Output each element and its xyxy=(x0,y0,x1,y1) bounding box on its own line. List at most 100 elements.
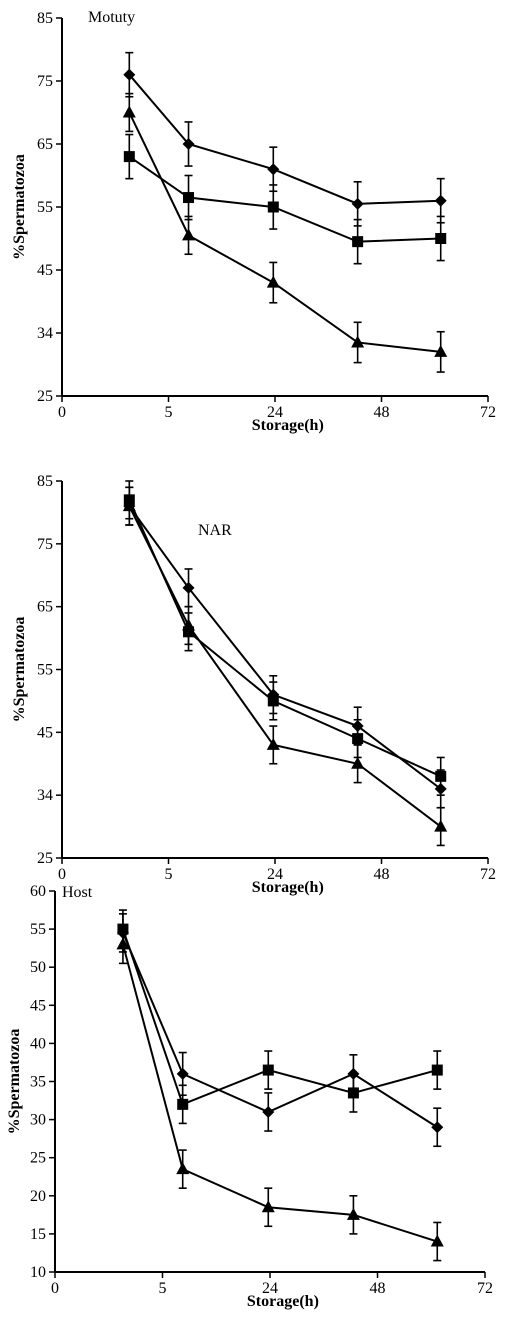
y-tick-label: 75 xyxy=(37,73,53,90)
data-point-triangle xyxy=(434,819,448,832)
y-tick-label: 55 xyxy=(30,921,46,938)
data-point-triangle xyxy=(346,1207,360,1220)
y-tick-label: 34 xyxy=(37,325,53,342)
data-point-diamond xyxy=(351,197,364,210)
data-point-diamond xyxy=(182,581,195,594)
series-line xyxy=(121,944,438,1243)
series-diamond xyxy=(123,51,447,227)
y-tick-label: 25 xyxy=(37,388,53,405)
data-point-diamond xyxy=(431,1121,444,1134)
y-tick-label: 45 xyxy=(37,724,53,741)
data-point-square xyxy=(435,770,447,782)
series-triangle xyxy=(122,92,448,373)
panel-title: NAR xyxy=(198,522,232,539)
y-tick-label: 25 xyxy=(30,1150,46,1167)
data-point-square xyxy=(435,233,447,244)
x-tick-label: 48 xyxy=(374,404,390,421)
series-line xyxy=(128,505,442,790)
x-tick-label: 48 xyxy=(374,866,390,883)
data-point-diamond xyxy=(434,194,447,207)
x-tick-label: 0 xyxy=(58,404,66,421)
y-axis-title: %Spermatozoa xyxy=(11,617,28,723)
series-triangle xyxy=(122,486,448,847)
chart-panel-2: 10 15 20 25 30 35 40 45 50 55 60 0 5 24 48 72 Storage(h)… xyxy=(6,883,493,1310)
data-point-triangle xyxy=(351,335,365,348)
data-point-square xyxy=(183,192,195,204)
data-point-triangle xyxy=(122,499,136,512)
x-tick-label: 5 xyxy=(165,866,173,883)
data-point-diamond xyxy=(267,163,280,176)
data-point-triangle xyxy=(182,618,196,631)
series-square xyxy=(117,909,443,1125)
data-point-square xyxy=(352,236,364,248)
data-point-diamond xyxy=(176,1067,189,1080)
y-tick-label: 25 xyxy=(37,850,53,867)
y-tick-label: 15 xyxy=(30,1226,46,1243)
y-tick-label: 65 xyxy=(37,136,53,153)
data-point-square xyxy=(123,151,135,163)
data-point-triangle xyxy=(266,275,280,288)
data-point-square xyxy=(431,1064,443,1076)
chart-panel-1: 25 34 45 55 65 75 85 0 5 24 48 72 Storage(h) %Spermat… xyxy=(11,473,496,896)
series-line xyxy=(128,74,441,205)
data-point-square xyxy=(347,1087,359,1099)
series-diamond xyxy=(123,486,447,809)
x-axis-title: Storage(h) xyxy=(252,879,324,896)
y-tick-label: 65 xyxy=(37,599,53,616)
data-point-diamond xyxy=(182,138,195,150)
y-tick-label: 55 xyxy=(37,199,53,216)
x-tick-label: 0 xyxy=(58,866,66,883)
y-tick-label: 10 xyxy=(30,1264,46,1281)
series-line xyxy=(128,505,442,828)
y-tick-label: 34 xyxy=(37,787,53,804)
series-line xyxy=(121,928,438,1106)
x-tick-label: 24 xyxy=(262,1280,278,1297)
y-tick-label: 55 xyxy=(37,662,53,679)
data-point-triangle xyxy=(261,1200,275,1213)
data-point-square xyxy=(262,1064,274,1076)
data-point-triangle xyxy=(430,1234,444,1247)
y-tick-label: 45 xyxy=(37,262,53,279)
y-tick-label: 30 xyxy=(30,1112,46,1129)
data-point-square xyxy=(267,201,279,213)
y-tick-label: 20 xyxy=(30,1188,46,1205)
y-tick-label: 45 xyxy=(30,997,46,1014)
panel-title: Host xyxy=(62,884,93,901)
data-point-triangle xyxy=(182,228,196,241)
series-diamond xyxy=(116,913,444,1148)
data-point-square xyxy=(177,1098,189,1110)
data-point-square xyxy=(352,733,364,745)
data-point-triangle xyxy=(434,344,448,357)
data-point-triangle xyxy=(351,756,365,769)
data-point-triangle xyxy=(266,737,280,750)
x-tick-label: 5 xyxy=(165,404,173,421)
y-tick-label: 50 xyxy=(30,959,46,976)
series-line xyxy=(128,155,441,243)
y-tick-label: 35 xyxy=(30,1074,46,1091)
series-line xyxy=(122,932,438,1129)
x-tick-label: 72 xyxy=(477,1280,493,1297)
x-tick-label: 24 xyxy=(267,404,283,421)
data-point-diamond xyxy=(123,68,136,81)
x-tick-label: 48 xyxy=(370,1280,386,1297)
y-axis-title: %Spermatozoa xyxy=(6,1029,23,1135)
y-tick-label: 75 xyxy=(37,536,53,553)
y-tick-label: 40 xyxy=(30,1035,46,1052)
y-axis-title: %Spermatozoa xyxy=(11,154,28,260)
series-line xyxy=(128,112,441,353)
series-line xyxy=(128,499,442,778)
x-axis-title: Storage(h) xyxy=(247,1293,319,1310)
chart-panel-0: 25 34 45 55 65 75 85 0 5 24 48 72 Storage(h) %Spermat… xyxy=(11,9,496,434)
y-tick-label: 60 xyxy=(30,883,46,900)
data-point-triangle xyxy=(176,1162,190,1175)
y-tick-label: 85 xyxy=(37,10,53,27)
x-tick-label: 0 xyxy=(51,1280,59,1297)
x-tick-label: 5 xyxy=(159,1280,167,1297)
data-point-triangle xyxy=(116,937,130,950)
x-tick-label: 24 xyxy=(267,866,283,883)
panel-title: Motuty xyxy=(88,9,135,26)
series-triangle xyxy=(116,924,444,1262)
data-point-triangle xyxy=(122,105,136,118)
data-point-square xyxy=(267,695,279,707)
